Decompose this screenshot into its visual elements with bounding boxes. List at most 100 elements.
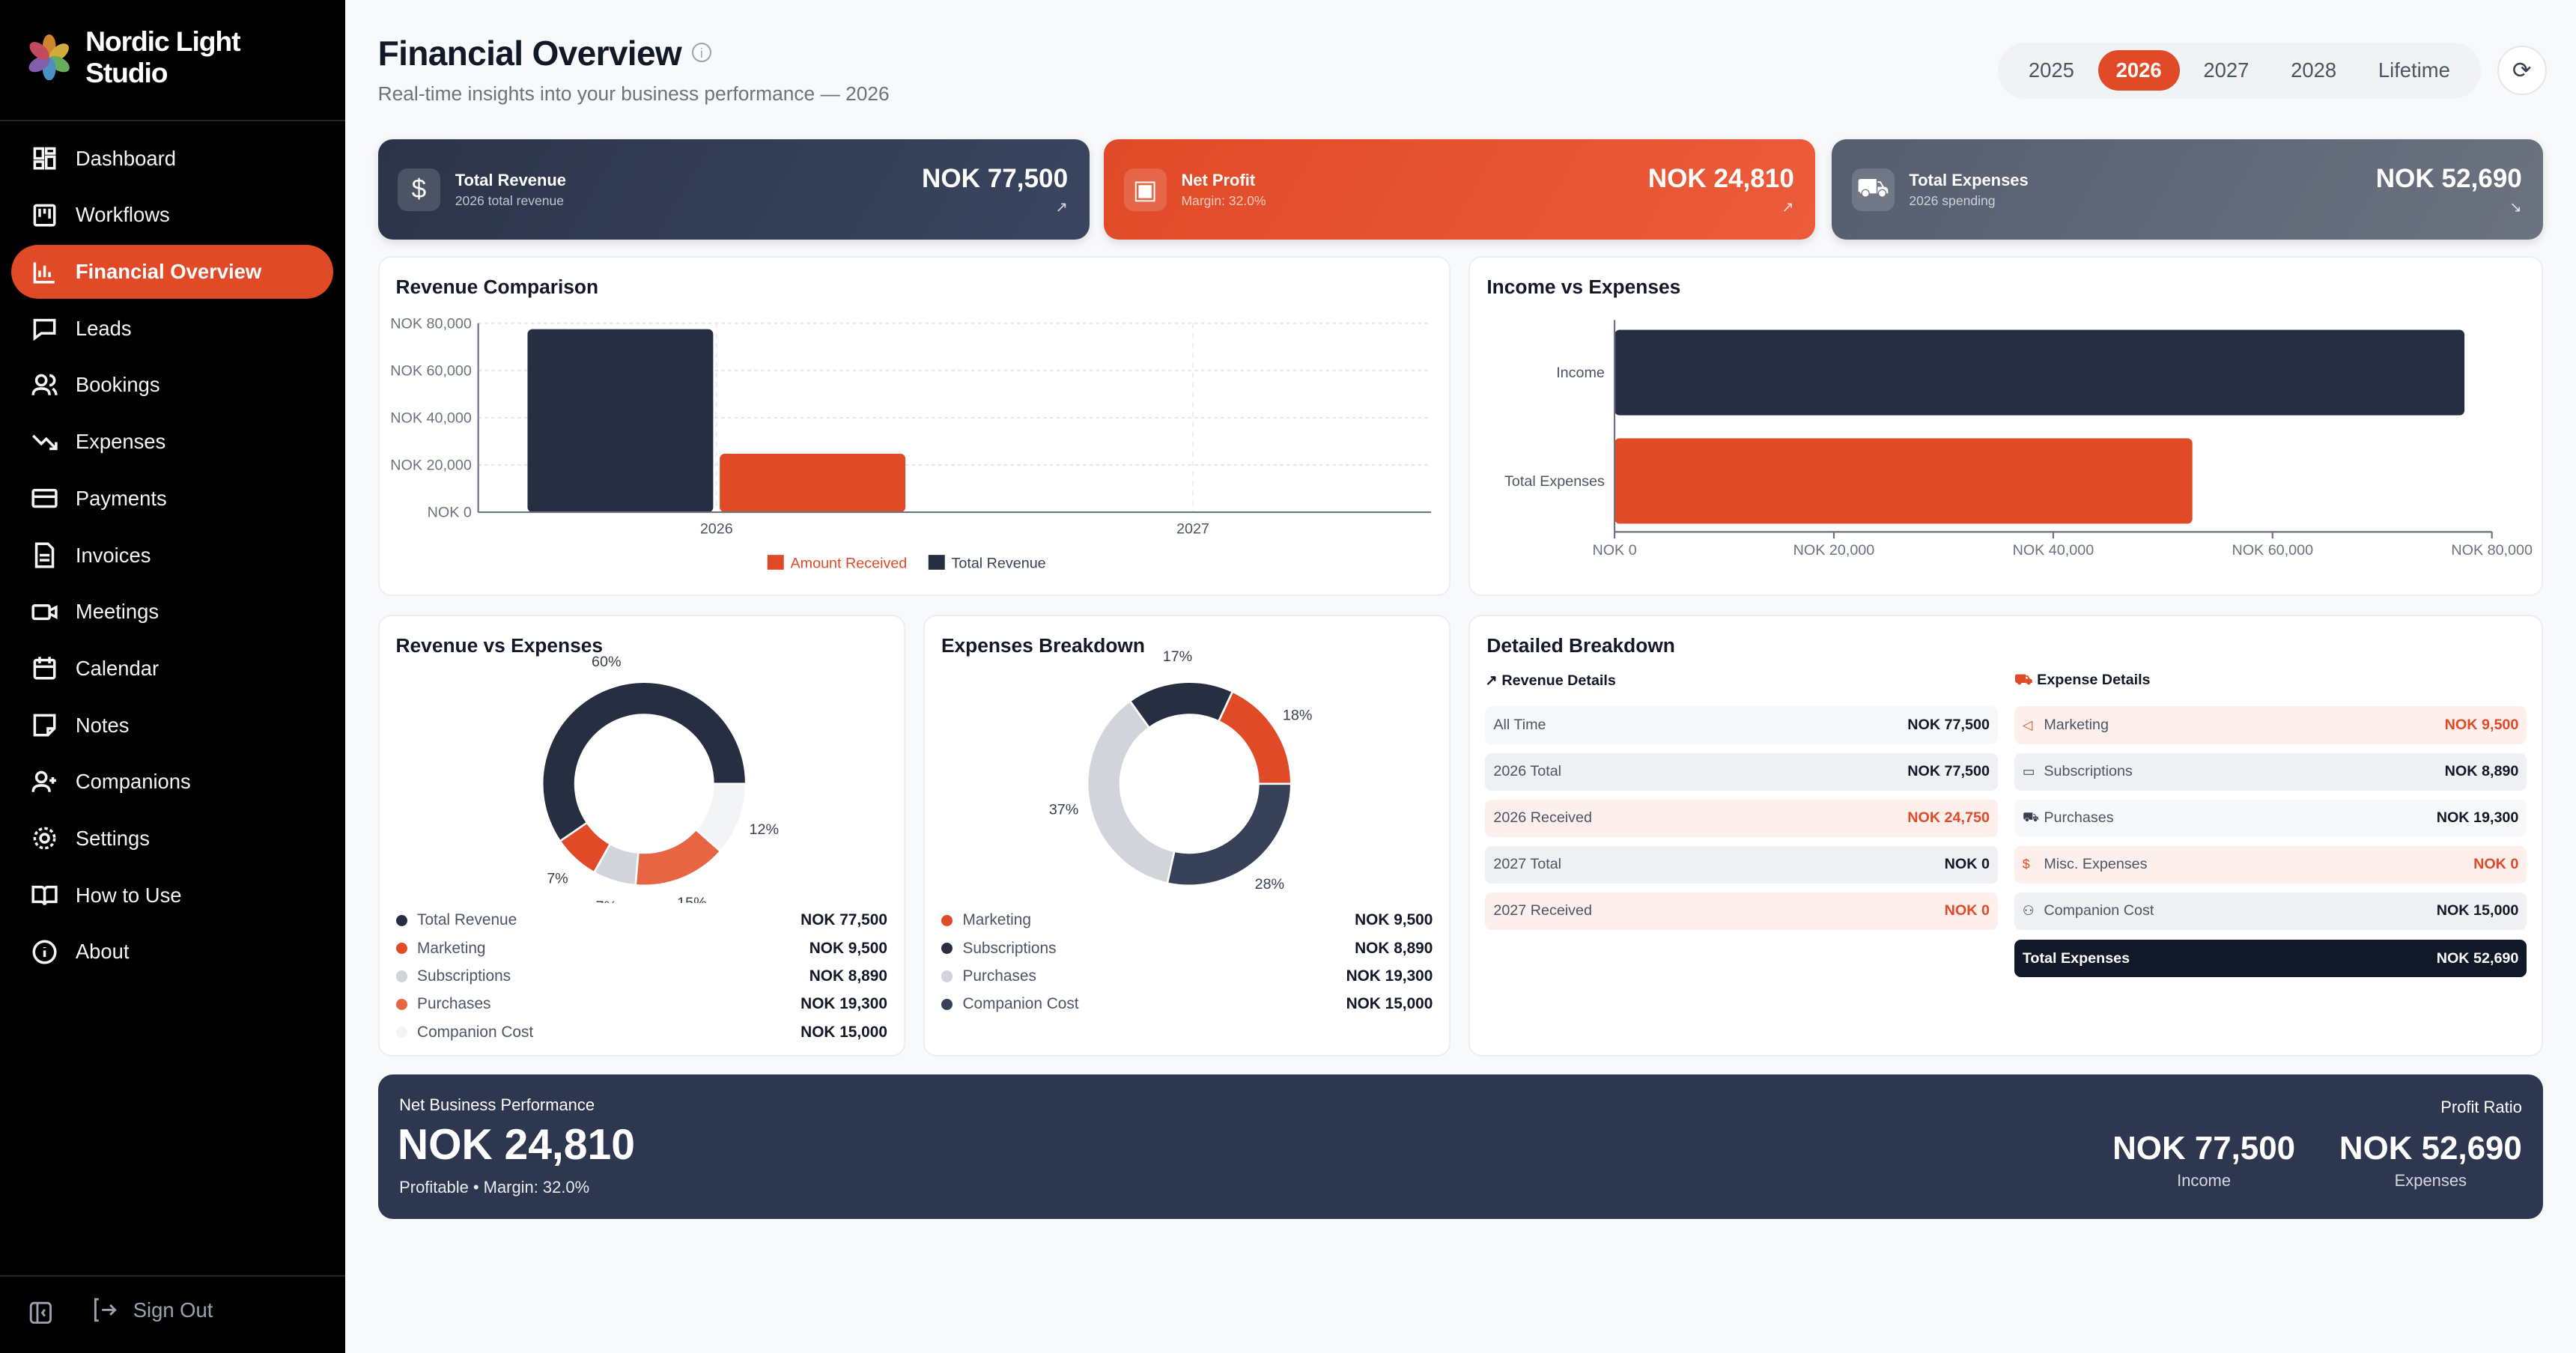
year-tab-2025[interactable]: 2025 [2028, 58, 2074, 82]
legend-label: Companion Cost [962, 995, 1079, 1013]
percent-label: 18% [1283, 707, 1313, 723]
legend-label[interactable]: Amount Received [790, 556, 907, 572]
sidebar-item-about[interactable]: About [11, 925, 333, 979]
donut-slice-companion-cost[interactable] [694, 782, 747, 853]
sidebar-item-notes[interactable]: Notes [11, 698, 333, 752]
video-icon [31, 603, 58, 620]
year-tab-2028[interactable]: 2028 [2291, 58, 2337, 82]
sidebar-item-calendar[interactable]: Calendar [11, 642, 333, 696]
row-value: NOK 77,500 [1907, 763, 1990, 780]
legend-dot [941, 914, 953, 927]
kpi-value: NOK 24,810 [1647, 164, 1794, 194]
sidebar-item-expenses[interactable]: Expenses [11, 415, 333, 469]
card-title: Detailed Breakdown [1486, 633, 1675, 657]
info-icon [32, 940, 57, 964]
sidebar-item-payments[interactable]: Payments [11, 472, 333, 526]
expenses-label: Expenses [2394, 1170, 2467, 1190]
sidebar-item-label: Workflows [75, 203, 170, 227]
bar-chart-icon [33, 261, 55, 283]
percent-label: 60% [592, 653, 622, 669]
sidebar-item-label: Calendar [75, 656, 160, 680]
sign-out-button[interactable]: Sign Out [92, 1298, 213, 1322]
book-icon [31, 885, 58, 906]
refresh-button[interactable]: ⟳ [2497, 46, 2547, 96]
cart-icon: ⛟ [2014, 672, 2038, 689]
legend-label: Marketing [417, 939, 486, 957]
sidebar-item-label: Settings [75, 827, 150, 851]
receipt-icon: $ [2022, 857, 2030, 872]
legend-dot [395, 998, 407, 1011]
legend-item: Companion Cost NOK 15,000 [395, 1023, 887, 1042]
legend-item: Subscriptions NOK 8,890 [941, 940, 1433, 958]
percent-label: 7% [595, 898, 617, 903]
kpi-value: NOK 52,690 [2375, 164, 2522, 194]
expense-details-heading: ⛟ Expense Details [2014, 672, 2151, 690]
kpi-card-total-revenue: $ Total Revenue 2026 total revenue NOK 77,5… [377, 139, 1090, 240]
collapse-sidebar-icon[interactable] [29, 1301, 52, 1325]
donut-slice-total-revenue[interactable] [541, 681, 747, 842]
row-value: NOK 19,300 [2436, 809, 2519, 827]
expense-details-title: Expense Details [2037, 672, 2151, 689]
y-tick-label: Total Expenses [1504, 473, 1605, 490]
income-label: Income [2177, 1170, 2232, 1190]
info-icon[interactable]: i [691, 43, 711, 63]
legend-value: NOK 15,000 [801, 1023, 887, 1041]
sidebar-item-financial-overview[interactable]: Financial Overview [11, 244, 334, 300]
sidebar-item-dashboard[interactable]: Dashboard [11, 132, 333, 186]
sidebar-item-how-to-use[interactable]: How to Use [11, 869, 333, 922]
bar-amount-received[interactable] [719, 454, 905, 513]
sidebar-item-label: Leads [75, 316, 132, 340]
row-value: NOK 24,750 [1907, 809, 1990, 827]
revenue-comparison-card: Revenue Comparison NOK 0 NOK 20,000 NOK 40… [377, 256, 1451, 597]
card-title: Revenue vs Expenses [395, 633, 603, 657]
row-value: NOK 52,690 [2436, 949, 2519, 967]
sidebar-item-meetings[interactable]: Meetings [11, 585, 333, 639]
sidebar-item-label: Companions [75, 770, 191, 794]
donut-slice-companion-cost[interactable] [1166, 782, 1292, 887]
row-value: NOK 8,890 [2444, 763, 2519, 780]
sidebar-item-leads[interactable]: Leads [11, 302, 333, 356]
sign-out-icon [94, 1298, 117, 1322]
kpi-title: Total Expenses [1909, 170, 2029, 189]
revenue-detail-row: All Time NOK 77,500 [1485, 706, 1998, 744]
year-tab-lifetime[interactable]: Lifetime [2378, 58, 2450, 82]
y-tick-label: Income [1557, 365, 1606, 381]
bar-income[interactable] [1614, 329, 2465, 416]
sidebar: Nordic Light Studio Dashboard Workflows Fin… [0, 0, 345, 1353]
sidebar-item-companions[interactable]: Companions [11, 755, 333, 809]
year-tab-2027[interactable]: 2027 [2203, 58, 2250, 82]
expenses-stat: NOK 52,690 Expenses [2339, 1130, 2522, 1190]
sign-out-label: Sign Out [133, 1298, 213, 1322]
legend-value: NOK 9,500 [809, 939, 887, 957]
legend-swatch [928, 555, 945, 571]
sidebar-item-invoices[interactable]: Invoices [11, 528, 333, 582]
file-icon [34, 542, 54, 568]
legend-item: Marketing NOK 9,500 [395, 939, 887, 958]
legend-item: Companion Cost NOK 15,000 [941, 995, 1433, 1013]
row-value: NOK 15,000 [2436, 902, 2519, 919]
sidebar-item-workflows[interactable]: Workflows [11, 188, 333, 242]
legend-value: NOK 77,500 [801, 911, 887, 929]
sidebar-item-settings[interactable]: Settings [11, 812, 333, 866]
trending-up-icon: ↗ [1781, 199, 1794, 216]
logo-icon [28, 34, 70, 81]
legend-value: NOK 8,890 [1355, 939, 1433, 957]
bar-total-expenses[interactable] [1614, 438, 2193, 524]
donut-slice-purchases[interactable] [1086, 699, 1176, 884]
bar-total-revenue[interactable] [527, 329, 713, 513]
y-tick-label: NOK 80,000 [390, 316, 472, 332]
brand[interactable]: Nordic Light Studio [26, 25, 241, 88]
legend-label[interactable]: Total Revenue [951, 556, 1045, 572]
percent-label: 15% [677, 895, 707, 904]
revenue-detail-row: 2027 Received NOK 0 [1485, 892, 1998, 931]
sidebar-item-label: Financial Overview [75, 260, 262, 284]
donut-slice-marketing[interactable] [1217, 690, 1292, 785]
trending-down-icon: ↘ [2509, 199, 2522, 216]
cart-icon: ⛟ [1851, 168, 1895, 211]
percent-label: 12% [749, 821, 779, 838]
kpi-title: Net Profit [1181, 170, 1256, 189]
year-tab-2026[interactable]: 2026 [2097, 50, 2180, 91]
sidebar-item-bookings[interactable]: Bookings [11, 358, 333, 412]
y-tick-label: NOK 40,000 [390, 410, 472, 427]
row-value: NOK 77,500 [1907, 717, 1990, 734]
